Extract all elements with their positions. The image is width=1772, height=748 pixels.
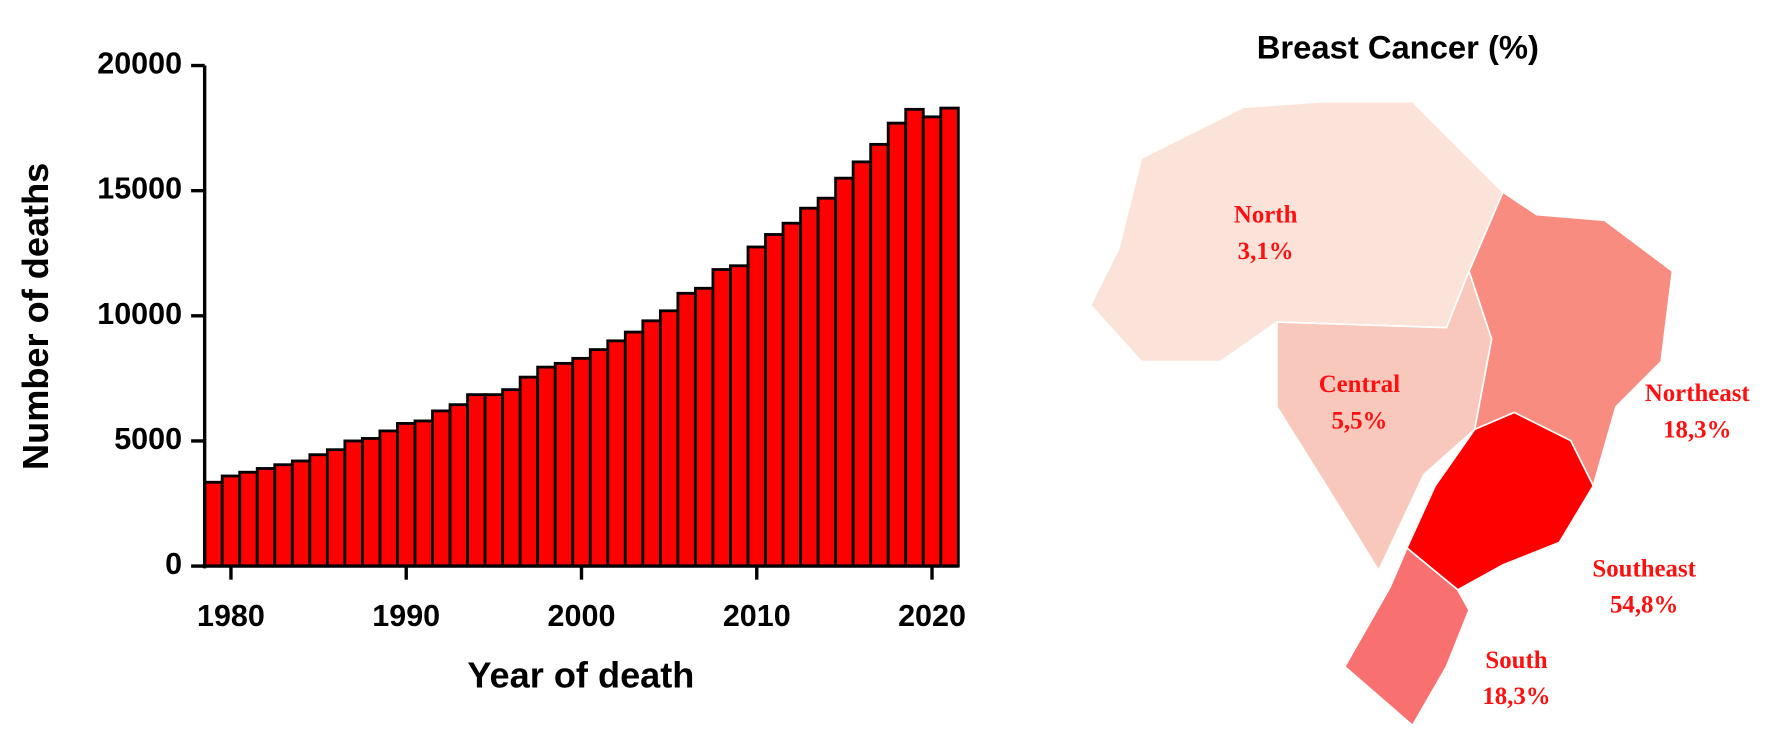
bar <box>203 480 224 568</box>
y-axis-title: Number of deaths <box>15 163 56 470</box>
bar <box>711 268 732 568</box>
bar <box>536 365 557 568</box>
region-name: Northeast <box>1645 380 1751 407</box>
map-title: Breast Cancer (%) <box>1257 28 1539 65</box>
region <box>1405 411 1595 591</box>
region-value: 54,8% <box>1610 591 1678 618</box>
region-value: 18,3% <box>1482 683 1550 710</box>
bar <box>799 206 820 568</box>
bar <box>273 463 294 568</box>
bar <box>676 291 697 568</box>
y-tick-label: 10000 <box>97 297 182 331</box>
bar <box>764 233 785 568</box>
y-tick-label: 15000 <box>97 172 182 206</box>
bar <box>483 393 505 568</box>
bar <box>588 348 610 568</box>
bar <box>834 176 855 568</box>
region-name: Central <box>1319 371 1401 398</box>
bar <box>816 196 838 568</box>
x-tick-label: 2010 <box>723 599 791 633</box>
bar <box>448 403 469 568</box>
bar <box>343 439 364 568</box>
region-name: South <box>1485 647 1547 674</box>
y-tick-label: 5000 <box>114 422 182 456</box>
bar <box>255 467 277 568</box>
bar <box>325 448 347 568</box>
bar <box>869 142 890 568</box>
bar <box>308 453 329 568</box>
bar <box>623 330 645 568</box>
region <box>1343 546 1470 727</box>
bar <box>886 121 908 568</box>
y-tick-label: 20000 <box>97 47 182 81</box>
bar <box>378 429 399 568</box>
bar <box>518 375 540 568</box>
bar <box>658 309 680 568</box>
bar <box>290 459 312 568</box>
region-value: 18,3% <box>1663 416 1731 443</box>
bar <box>431 409 452 568</box>
region <box>1468 190 1674 488</box>
bar <box>238 470 259 568</box>
bar <box>413 419 434 568</box>
x-tick-label: 1980 <box>197 599 265 633</box>
region-value: 5,5% <box>1331 407 1387 434</box>
bar <box>904 107 925 568</box>
region-name: North <box>1234 202 1298 229</box>
bar <box>571 356 592 568</box>
region-value: 3,1% <box>1238 238 1294 265</box>
bar <box>851 160 873 568</box>
bar <box>396 422 417 568</box>
region <box>1276 268 1493 573</box>
bar <box>466 393 487 568</box>
x-tick-label: 1990 <box>372 599 440 633</box>
bar <box>939 106 960 568</box>
y-tick-label: 0 <box>165 547 182 581</box>
x-tick-label: 2020 <box>898 599 966 633</box>
bar <box>694 286 715 568</box>
bar <box>360 437 382 568</box>
bar <box>220 474 242 568</box>
bar <box>729 264 750 568</box>
bar <box>641 319 662 568</box>
bar <box>553 361 575 568</box>
x-axis-title: Year of death <box>467 654 694 695</box>
x-tick-label: 2000 <box>548 599 616 633</box>
bar <box>501 388 522 568</box>
bar <box>606 339 627 568</box>
bar <box>781 221 802 568</box>
region-name: Southeast <box>1592 555 1696 582</box>
bar <box>746 245 767 568</box>
bar <box>921 115 943 568</box>
